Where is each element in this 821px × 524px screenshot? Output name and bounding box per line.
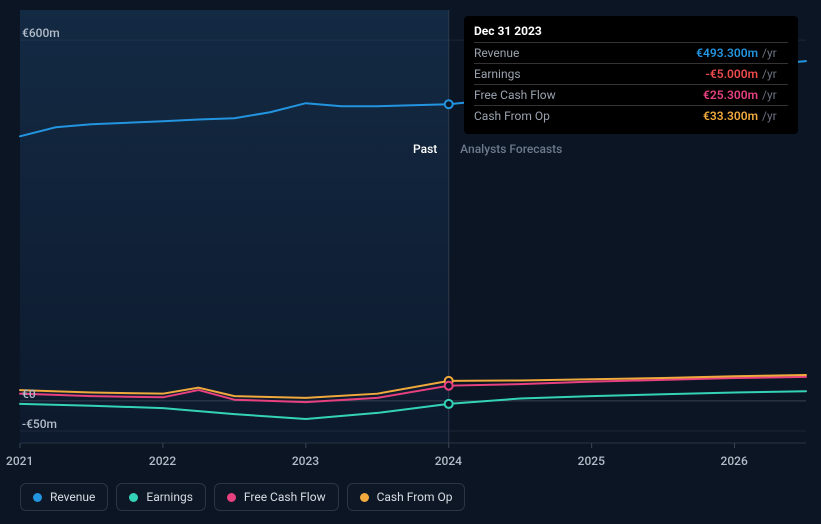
legend-label: Free Cash Flow	[244, 490, 326, 504]
legend-dot-icon	[129, 493, 138, 502]
chart-legend: Revenue Earnings Free Cash Flow Cash From O…	[20, 483, 465, 511]
x-tick-label: 2021	[6, 454, 33, 468]
y-tick-label: €600m	[22, 26, 60, 40]
tooltip-row-label: Cash From Op	[474, 106, 633, 127]
x-tick-label: 2023	[292, 454, 319, 468]
legend-dot-icon	[360, 493, 369, 502]
x-tick-label: 2025	[578, 454, 605, 468]
tooltip-row: Earnings-€5.000m/yr	[474, 64, 788, 85]
y-tick-label: -€50m	[22, 417, 57, 431]
legend-label: Revenue	[50, 490, 95, 504]
tooltip-row: Cash From Op€33.300m/yr	[474, 106, 788, 127]
legend-item-free-cash-flow[interactable]: Free Cash Flow	[214, 483, 339, 511]
x-tick-label: 2022	[149, 454, 176, 468]
legend-dot-icon	[227, 493, 236, 502]
y-tick-label: €0	[22, 387, 36, 401]
chart-tooltip: Dec 31 2023 Revenue€493.300m/yrEarnings-…	[464, 16, 798, 134]
tooltip-row-value: €493.300m	[633, 43, 762, 64]
x-tick-label: 2026	[721, 454, 748, 468]
tooltip-row: Revenue€493.300m/yr	[474, 43, 788, 64]
tooltip-row-value: €33.300m	[633, 106, 762, 127]
tooltip-row-suffix: /yr	[762, 64, 788, 85]
tooltip-row-label: Free Cash Flow	[474, 85, 633, 106]
legend-item-cash-from-op[interactable]: Cash From Op	[347, 483, 466, 511]
tooltip-row-value: €25.300m	[633, 85, 762, 106]
tooltip-row-value: -€5.000m	[633, 64, 762, 85]
legend-item-earnings[interactable]: Earnings	[116, 483, 206, 511]
earnings-forecast-chart: €600m €0 -€50m 2021 2022 2023 2024 2025 2026 Pa…	[0, 0, 821, 524]
legend-dot-icon	[33, 493, 42, 502]
tooltip-row-label: Revenue	[474, 43, 633, 64]
tooltip-row-label: Earnings	[474, 64, 633, 85]
tooltip-row-suffix: /yr	[762, 43, 788, 64]
tooltip-row-suffix: /yr	[762, 85, 788, 106]
tooltip-table: Revenue€493.300m/yrEarnings-€5.000m/yrFr…	[474, 42, 788, 126]
legend-item-revenue[interactable]: Revenue	[20, 483, 108, 511]
tooltip-row-suffix: /yr	[762, 106, 788, 127]
section-label-past: Past	[413, 142, 437, 156]
section-label-forecast: Analysts Forecasts	[460, 142, 562, 156]
legend-label: Earnings	[146, 490, 193, 504]
x-tick-label: 2024	[435, 454, 462, 468]
tooltip-title: Dec 31 2023	[474, 24, 788, 38]
tooltip-row: Free Cash Flow€25.300m/yr	[474, 85, 788, 106]
legend-label: Cash From Op	[377, 490, 453, 504]
